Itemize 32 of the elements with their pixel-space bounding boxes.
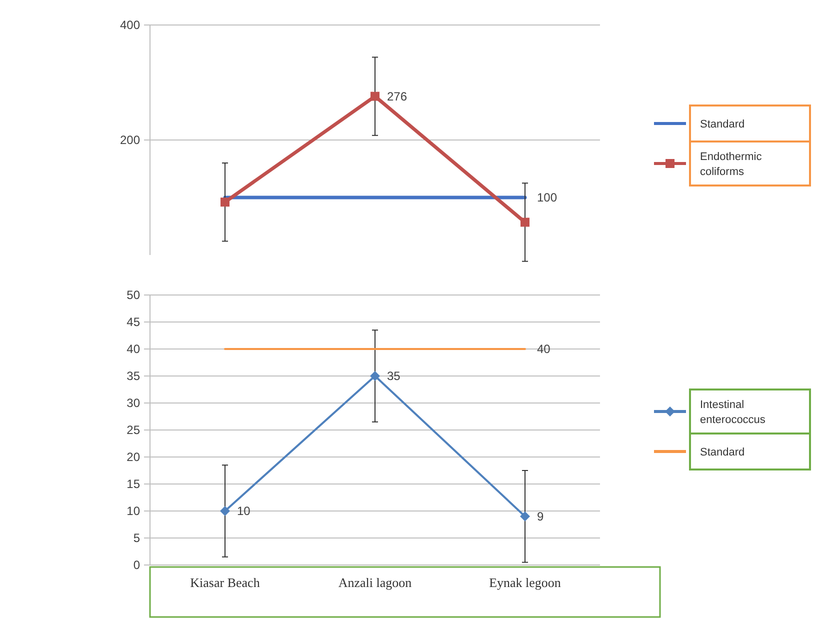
legend-label: Intestinal enterococcus [700,399,766,426]
y-tick-label: 40 [126,342,140,356]
y-tick-label: 0 [133,558,140,572]
point [220,506,230,516]
point [370,92,380,101]
data-label: 276 [387,89,408,104]
data-label: 10 [237,504,251,518]
y-tick-label: 15 [126,477,140,491]
x-tick-label: Kiasar Beach [190,575,260,590]
y-tick-label: 20 [126,450,140,464]
point [220,198,230,207]
data-label: 35 [387,369,401,383]
legend-label: Standard [700,118,745,130]
x-tick-label: Eynak legoon [489,575,562,590]
data-label: 100 [537,190,558,204]
y-tick-label: 30 [126,396,140,410]
y-tick-label: 35 [126,369,140,383]
y-tick-label: 25 [126,423,140,437]
y-tick-label: 5 [133,531,140,545]
point [520,218,530,227]
x-tick-label: Anzali lagoon [338,575,412,590]
y-tick-label: 10 [126,504,140,518]
y-tick-label: 50 [126,288,140,302]
data-label: 40 [537,342,551,356]
y-tick-label: 400 [120,18,140,32]
legend-label: Standard [700,446,745,458]
point [370,371,380,381]
point [520,511,530,522]
legend-label: Endothermic coliforms [700,151,762,178]
y-tick-label: 45 [126,315,140,329]
y-tick-label: 200 [120,133,140,147]
data-label: 9 [537,509,544,524]
